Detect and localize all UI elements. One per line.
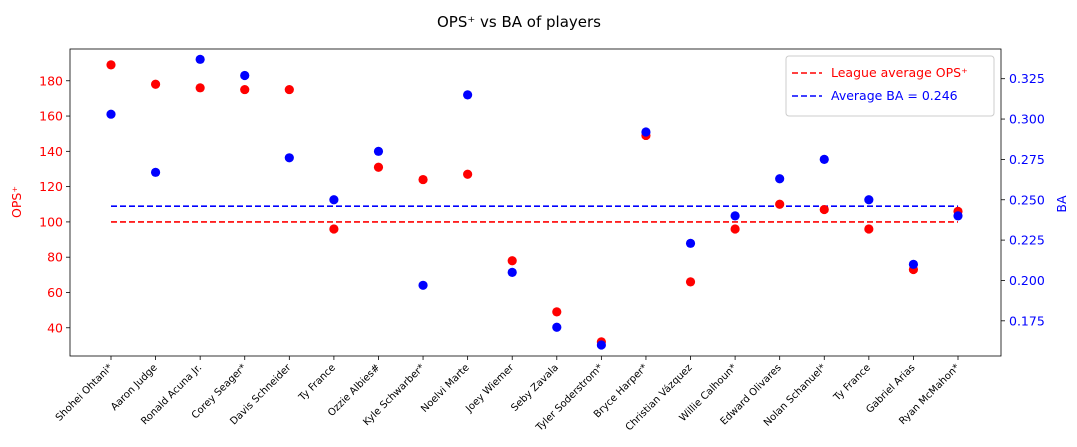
y-tick-label-left: 100 xyxy=(39,214,63,229)
ops-point xyxy=(864,224,874,234)
ops-point xyxy=(418,174,428,185)
ba-point xyxy=(507,267,517,277)
chart-title: OPS⁺ vs BA of players xyxy=(437,13,601,31)
ops-point xyxy=(329,224,339,234)
ba-point xyxy=(329,195,339,205)
y-tick-label-right: 0.300 xyxy=(1009,112,1045,127)
ops-point xyxy=(463,169,473,179)
ops-point xyxy=(507,256,517,266)
ops-point xyxy=(552,307,562,317)
ba-point xyxy=(240,70,250,81)
ba-point xyxy=(641,127,651,137)
plot-frame xyxy=(69,48,1002,357)
y-axis-label-right: BA xyxy=(1054,195,1069,213)
ops-point xyxy=(775,199,785,209)
ba-point xyxy=(819,154,829,165)
ba-point xyxy=(463,90,473,100)
ops-point xyxy=(373,162,384,172)
ba-point xyxy=(908,259,919,269)
ops-point xyxy=(106,60,116,70)
y-tick-label-left: 40 xyxy=(47,320,63,335)
y-tick-label-right: 0.325 xyxy=(1009,71,1045,86)
x-tick-label: Ty France xyxy=(831,362,873,404)
legend-label-ops: League average OPS⁺ xyxy=(831,65,968,80)
ops-point xyxy=(284,84,294,95)
ba-point xyxy=(195,54,205,64)
ba-point xyxy=(373,146,384,156)
ba-point xyxy=(864,195,874,205)
ba-point xyxy=(418,280,428,290)
ba-point xyxy=(730,211,740,221)
y-tick-label-right: 0.225 xyxy=(1009,233,1045,248)
ba-point xyxy=(150,167,161,177)
ops-point xyxy=(195,83,205,93)
y-tick-label-left: 160 xyxy=(39,109,63,124)
y-tick-label-right: 0.250 xyxy=(1009,192,1045,207)
legend: League average OPS⁺ Average BA = 0.246 xyxy=(785,55,995,117)
reference-lines xyxy=(111,205,958,223)
y-tick-label-right: 0.200 xyxy=(1009,273,1045,288)
legend-label-ba: Average BA = 0.246 xyxy=(831,88,958,103)
ba-point xyxy=(953,211,963,221)
x-tick-label: Shohei Ohtani* xyxy=(54,362,115,423)
ba-point xyxy=(552,322,562,332)
ba-point xyxy=(775,174,785,184)
left-axis: 40 60 80 100 120 140 160 180 xyxy=(39,73,70,335)
y-tick-label-left: 180 xyxy=(39,73,63,88)
right-axis: 0.175 0.200 0.225 0.250 0.275 0.300 0.325 xyxy=(1001,71,1045,328)
y-tick-label-left: 60 xyxy=(47,285,63,300)
y-axis-label-left: OPS⁺ xyxy=(9,186,24,218)
ba-point xyxy=(685,238,696,248)
ops-point xyxy=(730,224,740,234)
ops-point xyxy=(819,204,829,215)
y-tick-label-left: 80 xyxy=(47,250,63,265)
legend-box xyxy=(785,55,995,117)
y-tick-label-left: 120 xyxy=(39,179,63,194)
y-tick-label-left: 140 xyxy=(39,144,63,159)
ba-point xyxy=(284,153,294,163)
ops-point xyxy=(150,79,161,89)
ba-point xyxy=(596,340,606,350)
y-tick-label-right: 0.275 xyxy=(1009,152,1045,167)
data-points xyxy=(106,54,963,350)
x-tick-label: Ty France xyxy=(296,362,338,404)
ops-point xyxy=(685,277,696,287)
ops-point xyxy=(240,84,250,95)
y-tick-label-right: 0.175 xyxy=(1009,313,1045,328)
ba-point xyxy=(106,109,116,119)
